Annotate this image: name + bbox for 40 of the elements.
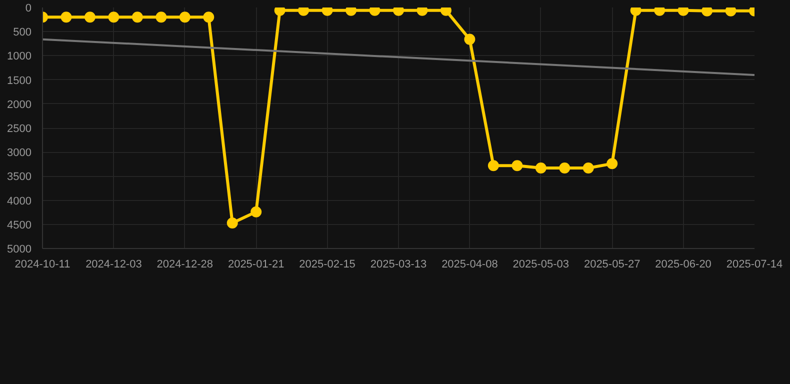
point [559,162,570,174]
x-tick-label: 2024-12-03 [86,258,142,270]
point [84,12,96,23]
y-tick-label: 1500 [7,74,32,87]
y-tick-label: 5000 [7,244,32,256]
y-tick-label: 0 [25,2,32,14]
y-tick-label: 3000 [7,147,32,160]
x-tick-label: 2025-06-20 [655,258,712,270]
y-tick-label: 1000 [7,50,32,63]
x-tick-label: 2025-05-03 [512,258,570,270]
x-tick-label: 2025-07-14 [726,258,783,270]
y-tick-label: 4500 [7,219,32,232]
point [488,160,499,172]
point [582,162,594,174]
y-tick-label: 2500 [7,123,32,135]
point [60,12,72,23]
x-tick-label: 2024-12-28 [156,258,214,270]
point [606,158,618,170]
x-tick-label: 2025-04-08 [442,258,498,270]
x-tick-label: 2025-05-27 [584,258,640,270]
point [156,12,167,23]
point [725,8,736,16]
y-tick-label: 2000 [7,98,32,111]
point [250,206,262,218]
y-tick-label: 500 [13,26,32,39]
point [464,34,476,45]
point [179,12,190,23]
point [535,162,546,174]
y-tick-label: 3500 [7,171,32,184]
point [226,217,238,228]
x-tick-label: 2024-10-11 [14,258,70,270]
point [702,8,713,16]
x-tick-label: 2025-01-21 [228,258,284,270]
x-tick-label: 2025-03-13 [370,258,427,270]
point [108,12,120,23]
point [132,12,143,23]
point [203,12,214,23]
y-tick-label: 4000 [7,195,32,208]
point [512,160,523,172]
x-tick-label: 2025-02-15 [299,258,356,270]
